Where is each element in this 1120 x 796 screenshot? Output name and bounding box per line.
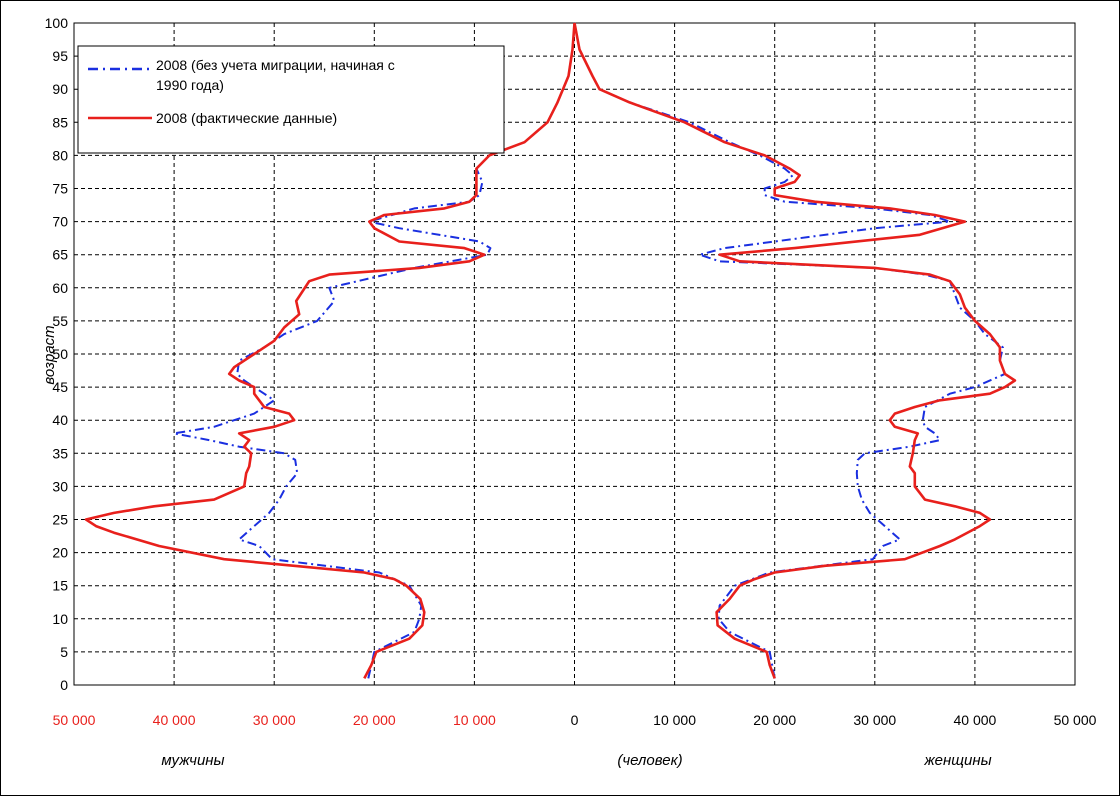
x-tick-label: 20 000	[753, 712, 796, 728]
y-tick-label: 25	[52, 512, 68, 528]
x-tick-label: 30 000	[853, 712, 896, 728]
x-axis-label-center: (человек)	[617, 752, 682, 769]
legend-box	[77, 45, 505, 154]
x-tick-label: 50 000	[53, 712, 96, 728]
y-tick-label: 100	[45, 15, 69, 31]
x-tick-label: 40 000	[153, 712, 196, 728]
legend: 2008 (без учета миграции, начиная с 1990 …	[77, 45, 505, 154]
y-tick-label: 0	[60, 677, 68, 693]
y-tick-label: 65	[52, 247, 68, 263]
y-tick-label: 85	[52, 114, 68, 130]
y-axis-ticks: 0 5 10 15 20 25 30 35 40 45 50 55 60 65 70 75 80 85 90 95 10…	[45, 15, 69, 693]
y-tick-label: 55	[52, 313, 68, 329]
y-tick-label: 20	[52, 545, 68, 561]
series-line-actual-male	[84, 22, 576, 680]
y-tick-label: 70	[52, 214, 68, 230]
y-tick-label: 10	[52, 611, 68, 627]
y-tick-label: 30	[52, 478, 68, 494]
y-tick-label: 75	[52, 181, 68, 197]
x-axis-label-right: женщины	[923, 752, 991, 769]
x-tick-label: 20 000	[353, 712, 396, 728]
legend-label-actual: 2008 (фактические данные)	[156, 110, 337, 126]
x-tick-label: 0	[571, 712, 579, 728]
y-tick-label: 40	[52, 412, 68, 428]
series-line-projection-male	[173, 22, 576, 679]
y-tick-label: 35	[52, 445, 68, 461]
x-tick-label: 30 000	[253, 712, 296, 728]
y-tick-label: 95	[52, 48, 68, 64]
x-tick-label: 10 000	[453, 712, 496, 728]
x-tick-label: 40 000	[953, 712, 996, 728]
x-tick-label: 50 000	[1054, 712, 1097, 728]
y-tick-label: 45	[52, 379, 68, 395]
y-tick-label: 60	[52, 280, 68, 296]
series-layer	[84, 22, 1017, 680]
y-tick-label: 90	[52, 81, 68, 97]
series-line-actual-female	[573, 22, 1017, 679]
y-tick-label: 80	[52, 147, 68, 163]
x-axis-label-left: мужчины	[161, 752, 224, 769]
x-axis-ticks: 50 000 40 000 30 000 20 000 10 000 0 10 000 20 …	[53, 712, 1097, 728]
y-axis-label: возраст	[41, 325, 58, 384]
x-tick-label: 10 000	[653, 712, 696, 728]
legend-label-projection: 2008 (без учета миграции, начиная с 1990 …	[156, 57, 395, 93]
y-tick-label: 15	[52, 578, 68, 594]
y-tick-label: 50	[52, 346, 68, 362]
series-line-projection-female	[573, 22, 1006, 679]
y-tick-label: 5	[60, 644, 68, 660]
